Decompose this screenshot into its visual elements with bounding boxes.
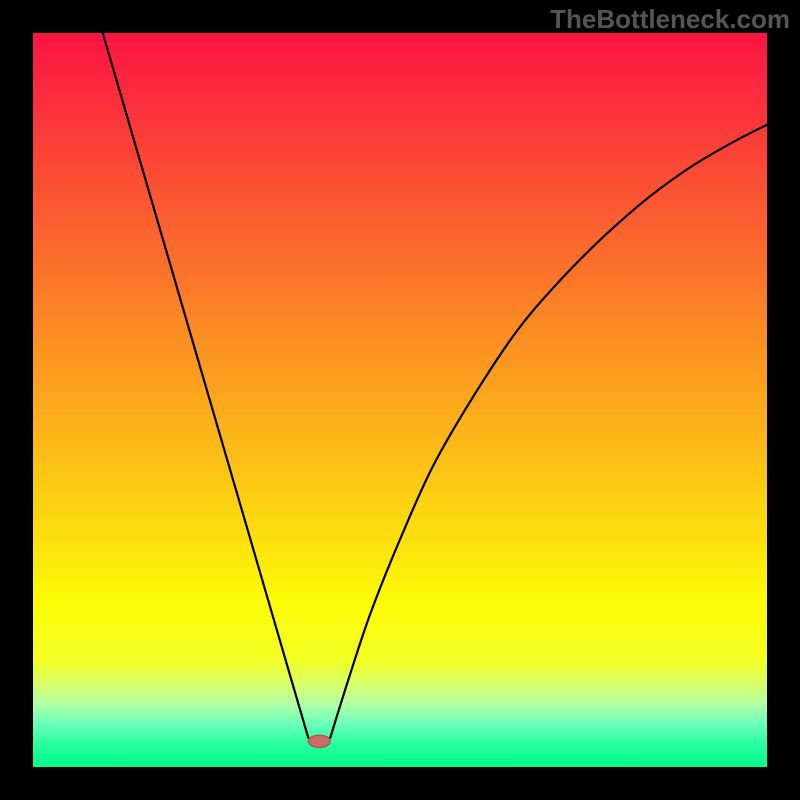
plot-area xyxy=(33,33,767,767)
chart-svg xyxy=(33,33,767,767)
chart-frame: TheBottleneck.com xyxy=(0,0,800,800)
gradient-background xyxy=(33,33,767,767)
watermark-text: TheBottleneck.com xyxy=(550,4,790,35)
minimum-marker xyxy=(308,735,330,747)
